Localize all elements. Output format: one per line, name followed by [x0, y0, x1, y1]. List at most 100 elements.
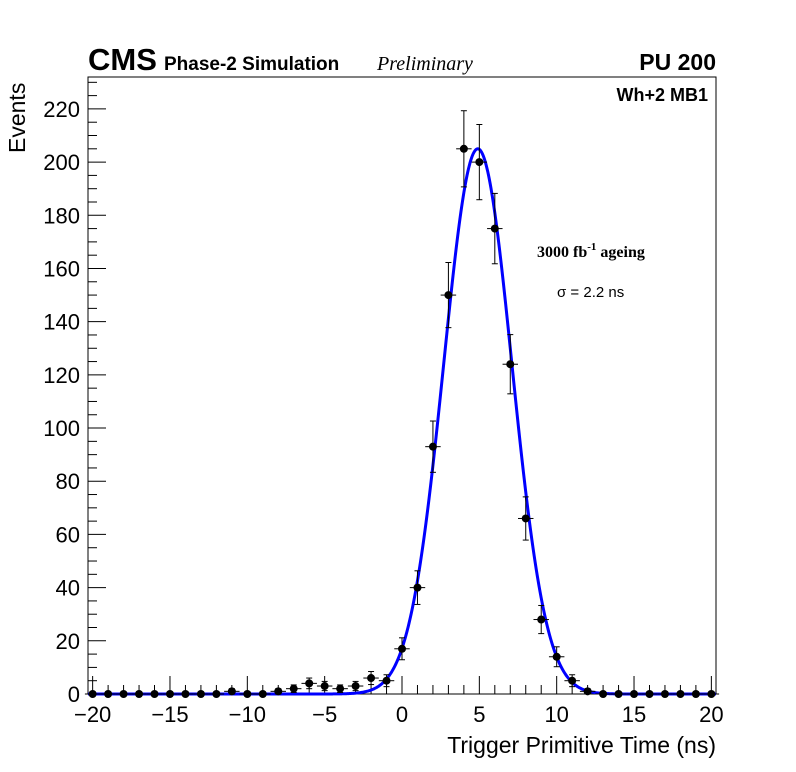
point-marker	[645, 690, 654, 698]
data-point	[657, 690, 673, 698]
point-marker	[691, 690, 700, 698]
data-point	[255, 690, 271, 698]
point-marker	[552, 652, 561, 661]
pileup-label: PU 200	[639, 49, 716, 75]
point-marker	[212, 690, 221, 698]
point-marker	[181, 690, 190, 698]
point-marker	[150, 690, 159, 698]
point-marker	[289, 684, 298, 693]
point-marker	[104, 690, 113, 698]
data-point	[347, 680, 364, 692]
x-tick-label: 15	[622, 702, 646, 727]
y-axis: 0 20 40 60 80 100 120 140 160 180 200 220	[43, 81, 106, 707]
data-point	[363, 671, 379, 686]
experiment-label: CMS	[88, 42, 157, 77]
data-points	[84, 110, 720, 698]
y-tick-label: 120	[43, 363, 80, 388]
data-point	[518, 496, 534, 541]
data-point	[626, 690, 642, 698]
data-point	[162, 690, 178, 698]
x-tick-label: 20	[699, 702, 723, 727]
point-marker	[537, 615, 546, 624]
point-marker	[583, 687, 592, 696]
data-point	[672, 690, 689, 698]
data-point	[595, 690, 611, 698]
x-tick-label: −5	[312, 702, 337, 727]
point-marker	[305, 679, 314, 688]
data-point	[548, 646, 565, 668]
sigma-label: σ = 2.2 ns	[557, 284, 624, 301]
point-marker	[475, 158, 484, 167]
x-tick-label: 0	[396, 702, 408, 727]
point-marker	[88, 690, 97, 698]
fit-line	[88, 147, 716, 696]
point-marker	[630, 690, 639, 698]
point-marker	[243, 690, 252, 698]
point-marker	[676, 690, 685, 698]
point-marker	[428, 442, 437, 451]
x-tick-label: −10	[229, 702, 266, 727]
ageing-rest: ageing	[596, 244, 644, 261]
data-point	[533, 604, 549, 635]
status-label: Preliminary	[376, 53, 473, 75]
data-point	[394, 637, 410, 661]
data-point	[332, 684, 348, 693]
y-tick-label: 100	[43, 416, 80, 441]
point-marker	[521, 514, 530, 523]
point-marker	[568, 676, 577, 685]
data-point	[84, 690, 101, 698]
point-marker	[614, 690, 623, 698]
y-tick-label: 140	[43, 310, 80, 335]
point-marker	[135, 690, 144, 698]
plot-frame	[87, 76, 717, 695]
point-marker	[336, 684, 345, 693]
data-point	[425, 420, 441, 473]
data-point	[409, 570, 426, 605]
point-marker	[506, 360, 515, 369]
y-tick-label: 80	[56, 469, 80, 494]
y-axis-title: Events	[4, 83, 30, 153]
point-marker	[165, 690, 174, 698]
y-tick-label: 160	[43, 256, 80, 281]
data-point	[487, 192, 503, 265]
data-point	[456, 110, 472, 188]
data-point	[316, 680, 333, 692]
point-marker	[398, 644, 406, 653]
data-point	[688, 690, 704, 698]
y-tick-label: 200	[43, 150, 80, 175]
y-tick-label: 220	[43, 97, 80, 122]
data-point	[641, 690, 658, 698]
point-marker	[274, 687, 283, 696]
data-point	[239, 690, 256, 698]
data-point	[177, 690, 194, 698]
point-marker	[413, 583, 422, 592]
data-point	[224, 687, 240, 696]
x-axis: −20 −15 −10 −5 0 5 10 15 20	[74, 676, 724, 727]
ageing-main: 3000 fb	[537, 244, 587, 261]
x-tick-label: 5	[473, 702, 485, 727]
subtitle-label: Phase-2 Simulation	[164, 54, 339, 75]
x-tick-label: 10	[544, 702, 568, 727]
x-axis-title: Trigger Primitive Time (ns)	[447, 732, 716, 758]
y-tick-label: 40	[56, 576, 80, 601]
data-point	[471, 123, 488, 201]
point-marker	[459, 144, 468, 153]
y-tick-label: 180	[43, 203, 80, 228]
x-tick-label: −20	[74, 702, 111, 727]
point-marker	[382, 676, 391, 685]
data-point	[193, 690, 209, 698]
y-tick-label: 20	[56, 629, 80, 654]
point-marker	[119, 690, 128, 698]
data-point	[440, 262, 457, 329]
gaussian-fit	[88, 147, 716, 696]
data-point	[131, 690, 147, 698]
point-marker	[227, 687, 236, 696]
data-point	[610, 690, 627, 698]
data-point	[270, 687, 286, 696]
y-tick-label: 0	[68, 682, 80, 707]
data-point	[502, 334, 519, 395]
point-marker	[707, 690, 716, 698]
data-point	[301, 677, 317, 690]
point-marker	[660, 690, 669, 698]
